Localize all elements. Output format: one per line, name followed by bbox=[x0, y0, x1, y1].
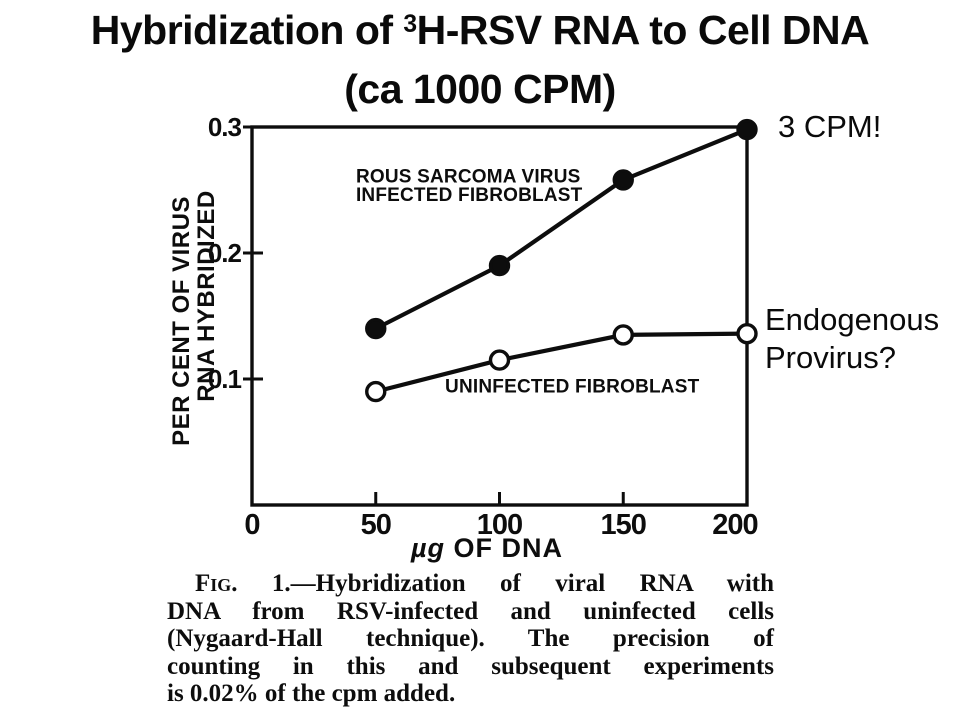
superscript-3: 3 bbox=[403, 11, 417, 39]
x-tick-label: 150 bbox=[601, 509, 646, 541]
caption-line-1-text: 1.—Hybridization of viral RNA with bbox=[271, 570, 774, 597]
slide-title: Hybridization of 3H-RSV RNA to Cell DNA … bbox=[0, 4, 960, 115]
annotation-provirus-line1: Endogenous bbox=[765, 302, 940, 337]
series-line-uninfected bbox=[375, 331, 748, 394]
caption-line-2: DNA from RSV-infected and uninfected cel… bbox=[167, 597, 774, 625]
annotation-provirus-line2: Provirus? bbox=[765, 340, 896, 375]
filled-data-point bbox=[612, 169, 634, 191]
x-tick-label: 200 bbox=[712, 509, 757, 541]
filled-data-point bbox=[365, 317, 387, 340]
title-text-pre: Hybridization of bbox=[90, 7, 404, 53]
caption-line-4: counting in this and subsequent experime… bbox=[167, 652, 774, 680]
x-axis-title: µg OF DNA bbox=[410, 533, 563, 563]
y-tick-label: 0.3 bbox=[208, 112, 242, 142]
y-tick-label: 0.2 bbox=[208, 238, 242, 268]
series-line-infected bbox=[374, 127, 748, 331]
series-label-uninfected: UNINFECTED FIBROBLAST bbox=[445, 377, 700, 398]
title-text-post: H-RSV RNA to Cell DNA bbox=[416, 7, 870, 53]
open-data-point bbox=[612, 324, 634, 346]
x-tick-label: 100 bbox=[477, 509, 522, 541]
figure-caption: Fig. 1.—Hybridization of viral RNA with … bbox=[167, 570, 774, 708]
filled-data-point bbox=[736, 118, 758, 141]
caption-line-3: (Nygaard-Hall technique). The precision … bbox=[167, 625, 774, 652]
caption-line-5: is 0.02% of the cpm added. bbox=[167, 680, 456, 707]
y-axis-title-line1: PER CENT OF VIRUS bbox=[168, 196, 195, 446]
caption-fig-label: Fig. bbox=[195, 570, 238, 597]
slide-title-line2: (ca 1000 CPM) bbox=[344, 66, 616, 112]
y-axis-title-line2: RNA HYBRIDIZED bbox=[193, 190, 220, 401]
series-label-infected: INFECTED FIBROBLAST bbox=[356, 185, 583, 206]
y-tick-label: 0.1 bbox=[208, 364, 242, 394]
annotation-endogenous-provirus: Endogenous Provirus? bbox=[765, 301, 939, 377]
open-data-point bbox=[365, 380, 387, 403]
x-tick-label: 50 bbox=[361, 509, 391, 541]
open-data-point bbox=[488, 349, 511, 371]
open-data-point bbox=[736, 322, 758, 345]
annotation-3cpm: 3 CPM! bbox=[778, 109, 882, 144]
series-label-infected: ROUS SARCOMA VIRUS bbox=[356, 166, 581, 187]
filled-data-point bbox=[488, 254, 511, 277]
caption-line-1: Fig. 1.—Hybridization of viral RNA with bbox=[167, 570, 774, 598]
x-tick-label: 0 bbox=[244, 509, 259, 541]
slide-title-line1: Hybridization of 3H-RSV RNA to Cell DNA bbox=[0, 4, 960, 63]
